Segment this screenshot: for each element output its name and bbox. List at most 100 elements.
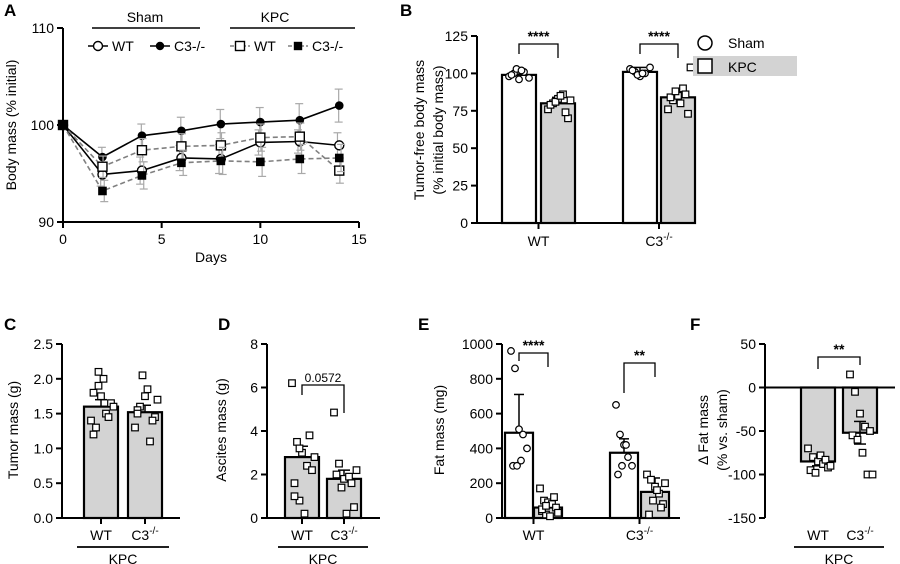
category-label: WT bbox=[528, 233, 550, 249]
data-point bbox=[848, 431, 857, 440]
data-point bbox=[300, 509, 309, 518]
y-tick-label: 4 bbox=[250, 423, 258, 439]
x-tick-label: 5 bbox=[158, 231, 166, 247]
data-point bbox=[664, 105, 672, 114]
y-tick-label: 50 bbox=[740, 336, 756, 352]
series-marker bbox=[334, 153, 344, 163]
category-label: WT bbox=[807, 527, 829, 543]
data-point bbox=[515, 425, 523, 434]
data-point bbox=[305, 431, 314, 440]
y-tick-label: 2.0 bbox=[34, 371, 54, 387]
group-label: KPC bbox=[109, 551, 138, 564]
y-axis-title: Body mass (% initial) bbox=[3, 60, 19, 191]
data-point bbox=[556, 91, 565, 100]
data-point bbox=[858, 448, 867, 457]
bar bbox=[539, 102, 577, 225]
data-point bbox=[288, 379, 296, 388]
legend-marker bbox=[92, 40, 104, 52]
data-point bbox=[337, 483, 346, 492]
legend-group-label: Sham bbox=[127, 9, 164, 25]
data-point bbox=[866, 427, 874, 435]
data-point bbox=[295, 444, 304, 453]
data-point bbox=[826, 461, 835, 470]
significance-bracket bbox=[817, 356, 861, 369]
series-marker bbox=[334, 165, 345, 176]
data-point bbox=[141, 392, 149, 401]
x-tick-label: 0 bbox=[59, 231, 67, 247]
category-label: C3-/- bbox=[846, 526, 873, 543]
x-tick-label: 15 bbox=[351, 231, 367, 247]
data-point bbox=[303, 461, 311, 470]
series-2 bbox=[57, 119, 345, 184]
y-tick-label: -150 bbox=[728, 510, 756, 526]
y-tick-label: 25 bbox=[452, 178, 468, 194]
y-axis-title: Fat mass (mg) bbox=[431, 385, 447, 475]
legend-marker bbox=[234, 40, 246, 52]
y-axis-title-secondary: (% initial body mass) bbox=[430, 65, 446, 194]
y-tick-label: 90 bbox=[38, 214, 54, 230]
y-tick-label: 50 bbox=[452, 140, 468, 156]
significance-label: 0.0572 bbox=[305, 371, 342, 385]
data-point bbox=[513, 461, 521, 470]
data-point bbox=[89, 388, 98, 397]
data-point bbox=[804, 444, 812, 453]
y-tick-label: 600 bbox=[470, 406, 494, 422]
data-point bbox=[525, 73, 533, 82]
data-point bbox=[550, 493, 558, 502]
panel-label-e: E bbox=[418, 315, 429, 334]
x-axis-title: Days bbox=[195, 249, 227, 265]
data-point bbox=[290, 479, 299, 488]
legend-marker bbox=[293, 41, 303, 51]
category-label: WT bbox=[90, 527, 112, 543]
panel-label-a: A bbox=[4, 1, 16, 20]
data-point bbox=[646, 63, 654, 72]
data-point bbox=[554, 508, 562, 517]
data-point bbox=[109, 402, 118, 411]
data-point bbox=[295, 496, 304, 505]
legend-label-sham: Sham bbox=[728, 35, 765, 51]
y-axis-title: Δ Fat mass bbox=[695, 395, 711, 465]
panel-a-body-mass-timecourse: 90 100 110 0 5 10 15 Days Body mass (% initial) S… bbox=[3, 9, 367, 265]
series-marker bbox=[177, 158, 186, 168]
data-point bbox=[561, 108, 570, 117]
bar bbox=[659, 96, 697, 225]
data-point bbox=[612, 401, 620, 409]
legend-kpc-band bbox=[693, 56, 797, 76]
legend-marker bbox=[155, 41, 165, 51]
legend-label-kpc: KPC bbox=[728, 59, 757, 75]
series-marker bbox=[58, 120, 68, 130]
series-marker bbox=[176, 141, 187, 152]
data-point bbox=[846, 370, 854, 379]
series-marker bbox=[137, 171, 147, 180]
series-line bbox=[62, 104, 340, 158]
y-axis-title-secondary: (% vs. sham) bbox=[714, 389, 730, 471]
data-point bbox=[310, 453, 319, 461]
data-point bbox=[551, 97, 560, 106]
legend-marker-sham bbox=[697, 35, 713, 51]
category-label: C3-/- bbox=[626, 526, 653, 543]
data-point bbox=[507, 347, 515, 355]
y-axis-title: Tumor mass (g) bbox=[5, 381, 21, 479]
series-marker bbox=[294, 131, 305, 142]
data-point bbox=[681, 90, 690, 99]
y-tick-label: -50 bbox=[736, 423, 756, 439]
series-line bbox=[62, 124, 340, 176]
data-point bbox=[649, 496, 657, 505]
data-point bbox=[853, 435, 862, 444]
data-point bbox=[293, 437, 301, 446]
data-point bbox=[146, 437, 154, 446]
data-point bbox=[816, 451, 825, 460]
significance-bracket bbox=[639, 43, 679, 58]
data-point bbox=[542, 501, 550, 510]
y-tick-label: 100 bbox=[445, 65, 469, 81]
data-point bbox=[628, 461, 636, 470]
data-point bbox=[153, 395, 162, 404]
series-marker bbox=[215, 140, 227, 151]
data-point bbox=[671, 87, 680, 96]
group-label: KPC bbox=[309, 551, 338, 564]
data-point bbox=[614, 470, 622, 479]
legend-label: C3-/- bbox=[174, 38, 205, 54]
data-point bbox=[653, 486, 661, 495]
